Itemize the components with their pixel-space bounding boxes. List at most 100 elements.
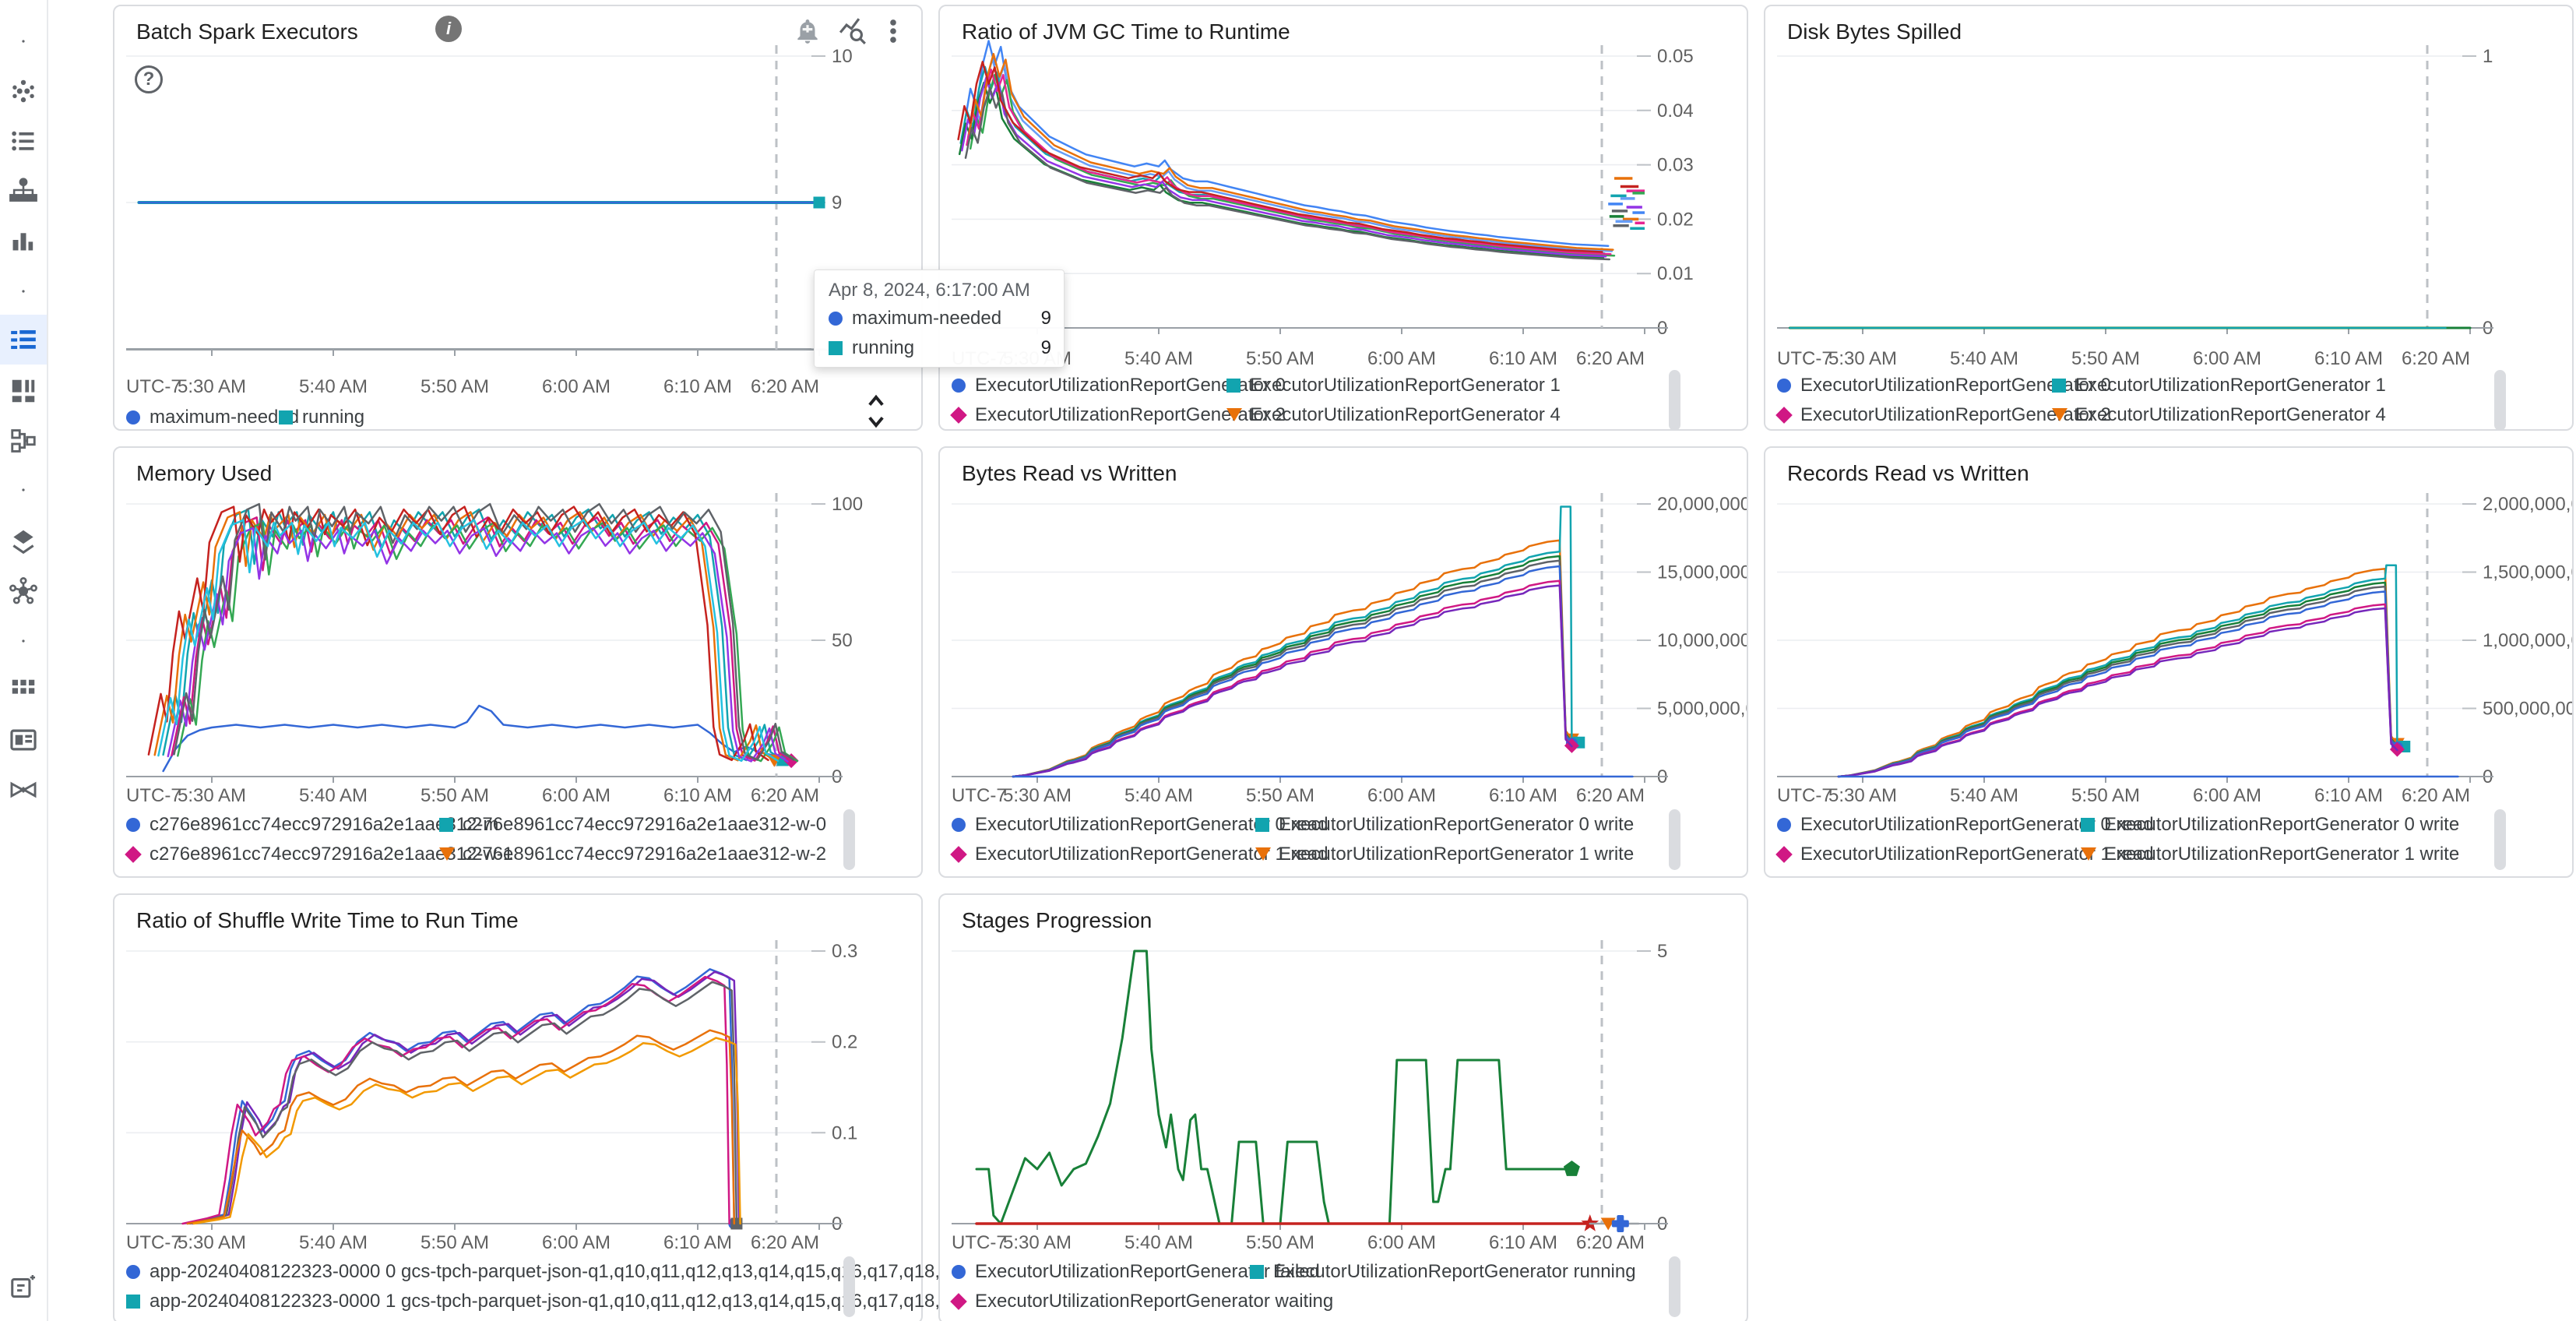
legend-scrollbar[interactable] — [2494, 370, 2506, 431]
legend-scrollbar[interactable] — [1669, 1256, 1680, 1317]
sidebar-item-list-selected[interactable] — [0, 315, 47, 365]
x-axis-utc-label: UTC-7 — [126, 376, 181, 397]
series-marker-square-icon — [1255, 818, 1269, 832]
sidebar-item-grid[interactable] — [0, 666, 47, 716]
x-axis-tick-label: 5:50 AM — [1246, 1232, 1314, 1253]
x-axis-tick-label: 5:50 AM — [2071, 348, 2140, 369]
legend-item-label: c276e8961cc74ecc972916a2e1aae312-w-0 — [463, 814, 827, 835]
series-marker-circle-icon — [1777, 379, 1791, 393]
sidebar-item-card[interactable] — [0, 715, 47, 765]
series-line — [958, 81, 1605, 259]
legend-scrollbar[interactable] — [1669, 370, 1680, 431]
y-axis-tick-label: 10,000,000,000 — [1657, 630, 1747, 651]
series-marker-circle-icon — [126, 1265, 140, 1279]
legend-scrollbar[interactable] — [1669, 809, 1680, 870]
series-line — [1012, 559, 1573, 778]
sidebar-item-layers[interactable] — [0, 516, 47, 566]
series-marker-circle-icon — [952, 818, 966, 832]
kebab-menu-icon[interactable] — [878, 16, 909, 47]
dot-icon — [22, 40, 25, 43]
bowtie-icon — [10, 781, 37, 798]
chart-canvas: 1098UTC-75:30 AM5:40 AM5:50 AM6:00 AM6:1… — [126, 45, 853, 397]
series-line — [192, 1037, 741, 1225]
x-axis-tick-label: 6:20 AM — [1576, 785, 1645, 806]
sidebar-item-dot[interactable] — [0, 266, 47, 316]
legend-item-label: ExecutorUtilizationReportGenerator 1 wri… — [2104, 844, 2460, 865]
legend-scrollbar[interactable] — [2494, 809, 2506, 870]
series-line — [961, 76, 1607, 258]
series-marker-triangle-icon — [1226, 408, 1242, 421]
legend-scrollbar[interactable] — [843, 809, 855, 870]
sidebar-item-network[interactable] — [0, 566, 47, 616]
x-axis-tick-label: 5:40 AM — [299, 785, 368, 806]
series-marker-square-icon — [2052, 379, 2066, 393]
sidebar-item-tree[interactable] — [0, 165, 47, 215]
legend-item-label: c276e8961cc74ecc972916a2e1aae312-w-2 — [463, 844, 827, 865]
panel-batch-spark-executors: 1098UTC-75:30 AM5:40 AM5:50 AM6:00 AM6:1… — [113, 5, 923, 431]
sidebar-item-list[interactable] — [0, 116, 47, 166]
page-title: Memory Used — [136, 461, 273, 485]
x-axis-tick-label: 6:20 AM — [1576, 348, 1645, 369]
x-axis-tick-label: 6:20 AM — [2402, 785, 2470, 806]
x-axis-tick-label: 6:20 AM — [2402, 348, 2470, 369]
legend-item-label: app-20240408122323-0000 0 gcs-tpch-parqu… — [150, 1261, 1029, 1282]
legend-item-label: ExecutorUtilizationReportGenerator 0 wri… — [2104, 814, 2460, 835]
tooltip-series-name: running — [852, 337, 915, 358]
legend-item-label: app-20240408122323-0000 1 gcs-tpch-parqu… — [150, 1291, 1029, 1312]
series-line — [1012, 584, 1573, 778]
help-icon[interactable]: ? — [135, 65, 163, 93]
series-line — [162, 704, 784, 773]
alert-bell-icon[interactable] — [792, 16, 823, 47]
sidebar-item-dot[interactable] — [0, 465, 47, 515]
legend-item-label: ExecutorUtilizationReportGenerator 0 rea… — [975, 814, 1328, 835]
legend-item-label: ExecutorUtilizationReportGenerator 1 rea… — [1800, 844, 2154, 865]
series-marker-square-icon — [829, 341, 843, 355]
x-axis-tick-label: 6:20 AM — [751, 376, 819, 397]
series-marker-circle-icon — [829, 312, 843, 326]
info-icon[interactable]: i — [435, 16, 462, 42]
bar-chart-icon — [12, 233, 33, 251]
series-marker-triangle-icon — [439, 847, 455, 861]
series-marker-square-icon — [1226, 379, 1240, 393]
y-axis-tick-label: 9 — [832, 192, 842, 213]
legend-scrollbar[interactable] — [843, 1256, 855, 1317]
series-line — [957, 61, 1603, 253]
panel-records-read-written: 2,000,000,000 1,500,000,000 1,000,000,000 5… — [1764, 446, 2574, 878]
y-axis-tick-label: 0.2 — [832, 1032, 857, 1053]
x-axis-tick-label: 5:40 AM — [299, 376, 368, 397]
y-axis-tick-label: 10 — [832, 46, 853, 67]
sidebar-item-dot[interactable] — [0, 616, 47, 666]
sidebar-item-bar-chart[interactable] — [0, 215, 47, 265]
sidebar-item-dot[interactable] — [0, 16, 47, 66]
dot-icon — [22, 290, 25, 293]
series-marker-circle-icon — [126, 410, 140, 424]
card-icon — [10, 729, 37, 751]
sidebar-item-cluster[interactable] — [0, 66, 47, 116]
dashboard-icon — [12, 379, 35, 403]
x-axis-tick-label: 5:50 AM — [2071, 785, 2140, 806]
y-axis-tick-label: 0.05 — [1657, 46, 1694, 67]
legend-item-label: ExecutorUtilizationReportGenerator 4 — [2075, 404, 2386, 425]
page-title: Disk Bytes Spilled — [1787, 19, 1962, 44]
y-axis-tick-label: 500,000,000 — [2483, 699, 2572, 720]
series-line — [966, 69, 1612, 255]
sidebar-item-compose[interactable] — [0, 1262, 47, 1312]
sidebar-item-workflow[interactable] — [0, 416, 47, 466]
series-line — [153, 511, 776, 762]
legend-expand-control[interactable] — [860, 389, 892, 433]
x-axis-tick-label: 6:10 AM — [663, 376, 732, 397]
x-axis-tick-label: 5:40 AM — [1124, 1232, 1193, 1253]
y-axis-tick-label: 1 — [2483, 46, 2493, 67]
sidebar-item-dashboard[interactable] — [0, 366, 47, 416]
series-line — [1837, 590, 2398, 778]
legend-item-label: running — [302, 407, 365, 428]
explore-chart-icon[interactable] — [837, 16, 868, 47]
x-axis-tick-label: 6:00 AM — [542, 1232, 611, 1253]
panel-stages-progression: 5 0 UTC-7 5:30 AM 5:40 AM 5:50 AM 6:00 AM 6:10 … — [938, 893, 1748, 1321]
x-axis-tick-label: 5:50 AM — [421, 1232, 489, 1253]
series-marker-circle-icon — [952, 1265, 966, 1279]
legend-item-label: ExecutorUtilizationReportGenerator 0 rea… — [1800, 814, 2154, 835]
x-axis-utc-label: UTC-7 — [1777, 348, 1832, 369]
sidebar-item-bowtie[interactable] — [0, 765, 47, 815]
